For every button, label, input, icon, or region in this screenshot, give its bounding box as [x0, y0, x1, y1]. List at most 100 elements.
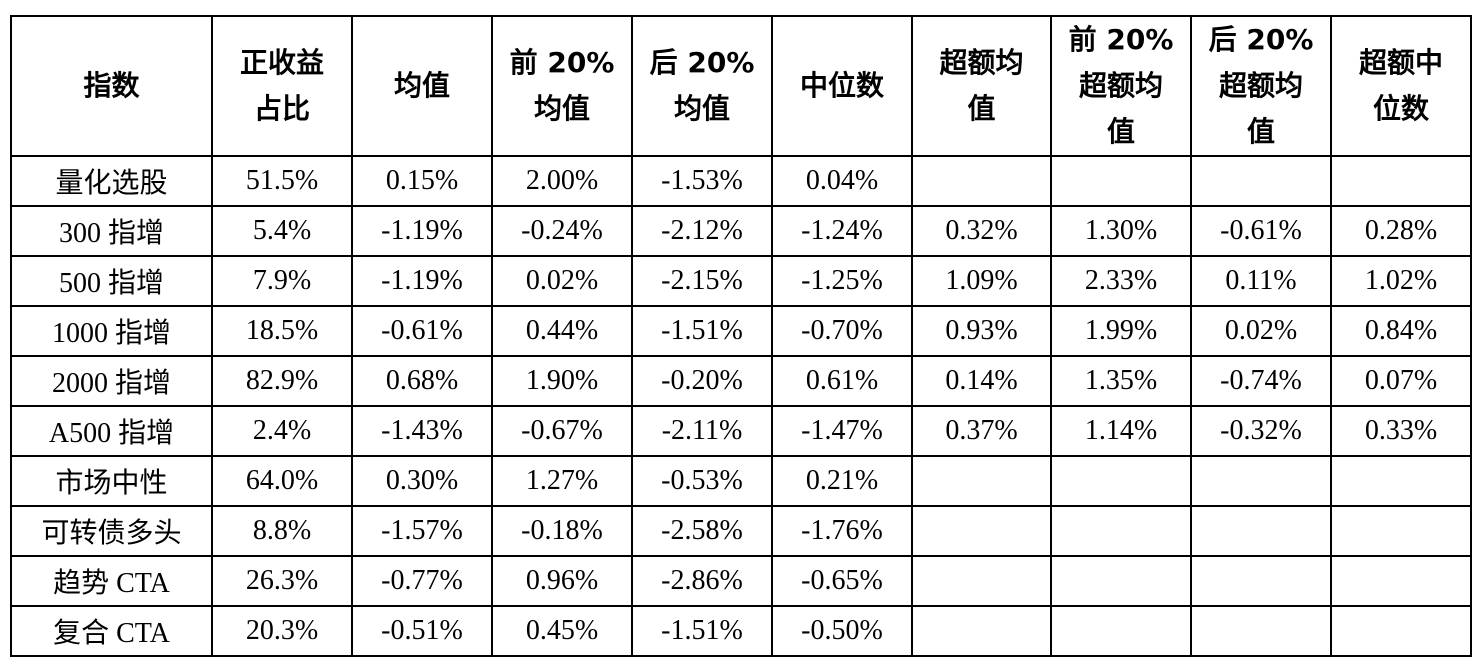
row-label: 量化选股 [10, 155, 213, 207]
cell: 0.11% [1190, 255, 1332, 307]
row-label: 2000 指增 [10, 355, 213, 407]
cell: -1.24% [771, 205, 913, 257]
table-row: A500 指增 2.4% -1.43% -0.67% -2.11% -1.47% 0.37%… [10, 405, 1472, 457]
empty-cell [1330, 605, 1472, 657]
header-text: 超额均 [1218, 69, 1303, 102]
cell: 2.4% [211, 405, 353, 457]
cell: 1.30% [1050, 205, 1192, 257]
cell: -2.15% [631, 255, 773, 307]
header-cell: 正收益 占比 [211, 15, 353, 157]
empty-cell [1050, 155, 1192, 207]
row-label: 复合 CTA [10, 605, 213, 657]
cell: -0.50% [771, 605, 913, 657]
empty-cell [911, 505, 1052, 557]
header-text: 均值 [673, 92, 730, 125]
cell: -0.65% [771, 555, 913, 607]
empty-cell [1190, 505, 1332, 557]
empty-cell [1330, 155, 1472, 207]
cell: -2.86% [631, 555, 773, 607]
cell: -1.19% [351, 255, 493, 307]
cell: -1.47% [771, 405, 913, 457]
cell: 1.27% [491, 455, 633, 507]
cell: -0.70% [771, 305, 913, 357]
header-text: 前 20% [509, 46, 615, 79]
empty-cell [1050, 455, 1192, 507]
cell: -2.58% [631, 505, 773, 557]
cell: 1.99% [1050, 305, 1192, 357]
header-text: 超额中 [1358, 46, 1443, 79]
cell: 51.5% [211, 155, 353, 207]
cell: -2.11% [631, 405, 773, 457]
cell: -0.32% [1190, 405, 1332, 457]
cell: 8.8% [211, 505, 353, 557]
row-label: 市场中性 [10, 455, 213, 507]
cell: -0.51% [351, 605, 493, 657]
cell: 0.07% [1330, 355, 1472, 407]
table-row: 市场中性 64.0% 0.30% 1.27% -0.53% 0.21% [10, 455, 1472, 507]
cell: -0.77% [351, 555, 493, 607]
cell: -0.61% [1190, 205, 1332, 257]
cell: 20.3% [211, 605, 353, 657]
header-cell: 前 20% 超额均值 [1050, 15, 1192, 157]
empty-cell [1190, 155, 1332, 207]
empty-cell [1050, 505, 1192, 557]
cell: 0.61% [771, 355, 913, 407]
row-label: 500 指增 [10, 255, 213, 307]
cell: 0.02% [491, 255, 633, 307]
empty-cell [1050, 555, 1192, 607]
cell: 1.14% [1050, 405, 1192, 457]
cell: 82.9% [211, 355, 353, 407]
header-text: 值 [1106, 115, 1135, 148]
empty-cell [911, 605, 1052, 657]
cell: 0.04% [771, 155, 913, 207]
cell: 0.93% [911, 305, 1052, 357]
empty-cell [1330, 555, 1472, 607]
cell: 2.00% [491, 155, 633, 207]
table-row: 2000 指增 82.9% 0.68% 1.90% -0.20% 0.61% 0.14% 1.… [10, 355, 1472, 407]
cell: 5.4% [211, 205, 353, 257]
cell: -1.19% [351, 205, 493, 257]
table-row: 量化选股 51.5% 0.15% 2.00% -1.53% 0.04% [10, 155, 1472, 207]
cell: -0.53% [631, 455, 773, 507]
row-label: 1000 指增 [10, 305, 213, 357]
cell: 0.32% [911, 205, 1052, 257]
cell: 0.28% [1330, 205, 1472, 257]
cell: -1.25% [771, 255, 913, 307]
empty-cell [1190, 455, 1332, 507]
cell: -1.51% [631, 605, 773, 657]
header-text: 超额均 [939, 46, 1024, 79]
header-cell: 中位数 [771, 15, 913, 157]
table-row: 300 指增 5.4% -1.19% -0.24% -2.12% -1.24% 0.32% 1… [10, 205, 1472, 257]
empty-cell [911, 155, 1052, 207]
cell: -0.24% [491, 205, 633, 257]
cell: -0.67% [491, 405, 633, 457]
header-text: 占比 [253, 92, 310, 125]
cell: 1.09% [911, 255, 1052, 307]
cell: 0.02% [1190, 305, 1332, 357]
header-cell: 前 20% 均值 [491, 15, 633, 157]
header-cell: 指数 [10, 15, 213, 157]
cell: 0.15% [351, 155, 493, 207]
header-text: 均值 [533, 92, 590, 125]
table-row: 500 指增 7.9% -1.19% 0.02% -2.15% -1.25% 1.09% 2.… [10, 255, 1472, 307]
cell: 0.84% [1330, 305, 1472, 357]
cell: 0.33% [1330, 405, 1472, 457]
empty-cell [1050, 605, 1192, 657]
header-text: 指数 [83, 69, 140, 102]
cell: -0.74% [1190, 355, 1332, 407]
cell: -0.20% [631, 355, 773, 407]
cell: 0.68% [351, 355, 493, 407]
cell: -1.51% [631, 305, 773, 357]
row-label: 300 指增 [10, 205, 213, 257]
header-cell: 均值 [351, 15, 493, 157]
cell: -2.12% [631, 205, 773, 257]
row-label: 可转债多头 [10, 505, 213, 557]
cell: -1.57% [351, 505, 493, 557]
header-cell: 超额均值 [911, 15, 1052, 157]
cell: 18.5% [211, 305, 353, 357]
header-text: 后 20% [649, 46, 755, 79]
table-row: 可转债多头 8.8% -1.57% -0.18% -2.58% -1.76% [10, 505, 1472, 557]
empty-cell [1190, 555, 1332, 607]
cell: 0.30% [351, 455, 493, 507]
